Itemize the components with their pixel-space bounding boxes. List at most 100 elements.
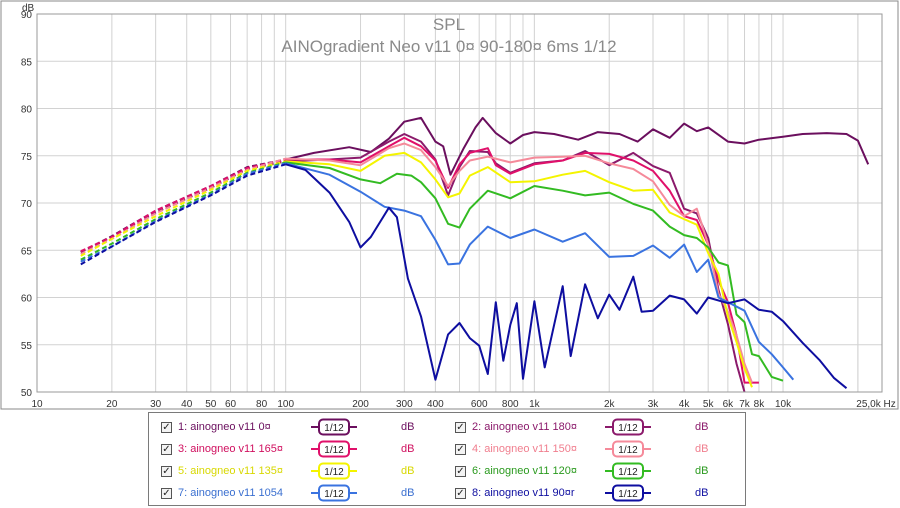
legend-smoothing-text: 1/12: [324, 423, 344, 434]
x-tick-label: 400: [427, 399, 444, 410]
y-tick-label: 60: [21, 294, 33, 305]
legend-item-3[interactable]: ✓ 3: ainogneo v11 165¤: [161, 440, 283, 458]
legend-badge-box: [612, 462, 644, 480]
legend-badge-box: [612, 418, 644, 436]
plot-area-border: [36, 13, 883, 393]
legend-item-2[interactable]: ✓ 2: ainogneo v11 180¤: [455, 418, 577, 436]
legend-badge-box: [612, 440, 644, 458]
legend-label: 6: ainogneo v11 120¤: [472, 465, 577, 477]
y-axis-unit-label: dB: [22, 3, 35, 14]
legend-item-5[interactable]: ✓ 5: ainogneo v11 135¤: [161, 462, 283, 480]
legend-label: 2: ainogneo v11 180¤: [472, 421, 577, 433]
x-tick-label: 300: [396, 399, 413, 410]
legend-smoothing-badge[interactable]: 1/12: [605, 484, 651, 502]
legend-item-8[interactable]: ✓ 8: ainogneo v11 90¤r: [455, 484, 575, 502]
series-line-dashed: [80, 157, 286, 255]
axis-ticks: 50 55 60 65 70 75 80 85 90 10 20 30 40 50 60 80 100 200 30…: [21, 10, 896, 410]
legend-smoothing-badge[interactable]: 1/12: [311, 462, 357, 480]
legend-checkbox[interactable]: ✓: [455, 487, 466, 499]
legend-smoothing-text: 1/12: [324, 467, 344, 478]
legend: ✓ 1: ainogneo v11 0¤ 1/12 dB ✓ 2: ainogneo v1…: [148, 412, 746, 506]
legend-checkbox[interactable]: ✓: [161, 465, 172, 477]
x-tick-label: 800: [502, 399, 519, 410]
x-tick-label: 6k: [723, 399, 735, 410]
legend-unit: dB: [401, 443, 415, 455]
x-tick-label: 100: [277, 399, 294, 410]
chart-subtitle: AINOgradient Neo v11 0¤ 90-180¤ 6ms 1/12: [281, 37, 616, 56]
legend-badge-box: [318, 440, 350, 458]
series-line-dashed: [80, 158, 286, 253]
x-tick-label: 8k: [754, 399, 766, 410]
legend-label: 1: ainogneo v11 0¤: [178, 421, 271, 433]
legend-unit: dB: [695, 465, 709, 477]
legend-item-4[interactable]: ✓ 4: ainogneo v11 150¤: [455, 440, 577, 458]
legend-unit: dB: [695, 421, 709, 433]
spl-chart: 50 55 60 65 70 75 80 85 90 10 20 30 40 50 60 80 100 200 30…: [0, 0, 899, 410]
legend-label: 8: ainogneo v11 90¤r: [472, 487, 575, 499]
x-tick-label: 2k: [604, 399, 616, 410]
series-group: [80, 116, 870, 393]
legend-smoothing-text: 1/12: [618, 489, 638, 500]
x-tick-label: 4k: [679, 399, 691, 410]
x-tick-label: 40: [181, 399, 193, 410]
x-tick-label: 80: [256, 399, 268, 410]
y-tick-label: 90: [21, 10, 33, 21]
series-line: [285, 116, 870, 176]
legend-item-6[interactable]: ✓ 6: ainogneo v11 120¤: [455, 462, 577, 480]
x-tick-label: 10k: [775, 399, 792, 410]
legend-smoothing-badge[interactable]: 1/12: [311, 440, 357, 458]
legend-smoothing-text: 1/12: [618, 467, 638, 478]
legend-checkbox[interactable]: ✓: [455, 465, 466, 477]
legend-smoothing-text: 1/12: [324, 445, 344, 456]
legend-badge-box: [318, 462, 350, 480]
x-tick-label: 30: [150, 399, 162, 410]
legend-label: 3: ainogneo v11 165¤: [178, 443, 283, 455]
x-tick-label: 20: [106, 399, 118, 410]
legend-checkbox[interactable]: ✓: [161, 487, 172, 499]
x-tick-label: 7k: [739, 399, 751, 410]
legend-item-1[interactable]: ✓ 1: ainogneo v11 0¤: [161, 418, 271, 436]
x-tick-label: 3k: [648, 399, 660, 410]
series-line-dashed: [80, 160, 286, 257]
y-tick-label: 50: [21, 388, 33, 399]
legend-label: 4: ainogneo v11 150¤: [472, 443, 577, 455]
legend-checkbox[interactable]: ✓: [455, 421, 466, 433]
legend-unit: dB: [401, 487, 415, 499]
legend-smoothing-badge[interactable]: 1/12: [311, 484, 357, 502]
legend-unit: dB: [401, 465, 415, 477]
legend-smoothing-text: 1/12: [618, 423, 638, 434]
y-tick-label: 85: [21, 57, 33, 68]
legend-checkbox[interactable]: ✓: [161, 421, 172, 433]
y-tick-label: 75: [21, 152, 33, 163]
legend-badge-box: [318, 484, 350, 502]
series-line: [285, 163, 848, 389]
legend-smoothing-text: 1/12: [618, 445, 638, 456]
legend-smoothing-badge[interactable]: 1/12: [311, 418, 357, 436]
y-tick-label: 80: [21, 105, 33, 116]
legend-item-7[interactable]: ✓ 7: ainogneo v11 1054: [161, 484, 283, 502]
series-4: [80, 142, 753, 383]
x-tick-label: 60: [225, 399, 237, 410]
series-line: [285, 161, 784, 382]
chart-title: SPL: [433, 15, 465, 34]
legend-label: 5: ainogneo v11 135¤: [178, 465, 283, 477]
legend-unit: dB: [695, 487, 709, 499]
legend-checkbox[interactable]: ✓: [455, 443, 466, 455]
legend-checkbox[interactable]: ✓: [161, 443, 172, 455]
y-tick-label: 65: [21, 246, 33, 257]
y-tick-label: 70: [21, 199, 33, 210]
legend-badge-box: [318, 418, 350, 436]
series-line-dashed: [80, 162, 286, 263]
legend-smoothing-badge[interactable]: 1/12: [605, 418, 651, 436]
x-tick-label: 600: [471, 399, 488, 410]
legend-label: 7: ainogneo v11 1054: [178, 487, 283, 499]
legend-unit: dB: [695, 443, 709, 455]
legend-badge-box: [612, 484, 644, 502]
x-tick-label: 1k: [529, 399, 541, 410]
x-tick-label: 10: [31, 399, 43, 410]
series-7: [80, 162, 795, 381]
legend-smoothing-badge[interactable]: 1/12: [605, 440, 651, 458]
series-line: [285, 142, 753, 383]
x-tick-label: 5k: [703, 399, 715, 410]
legend-smoothing-badge[interactable]: 1/12: [605, 462, 651, 480]
